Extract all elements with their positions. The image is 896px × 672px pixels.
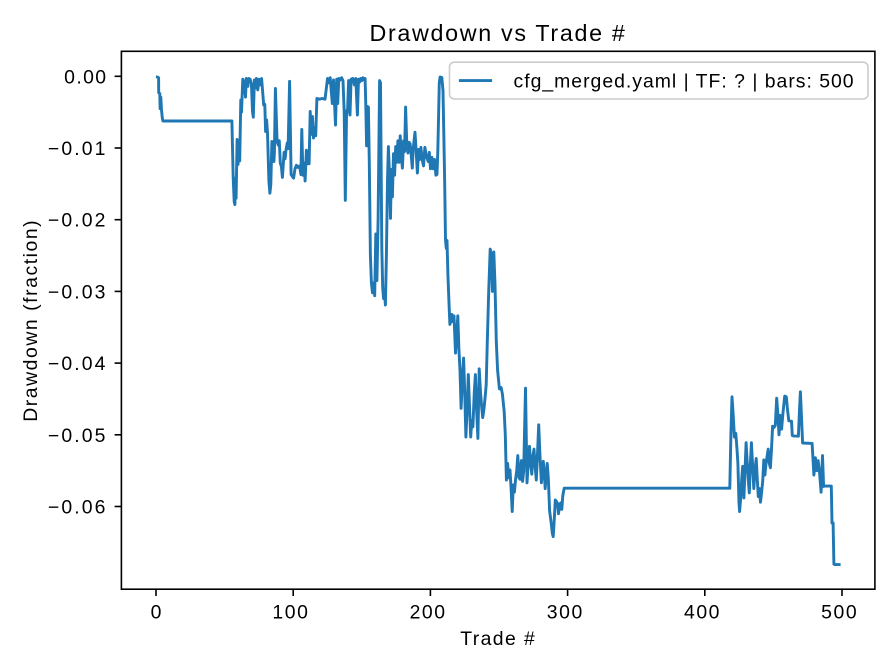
svg-text:Drawdown vs Trade #: Drawdown vs Trade # bbox=[369, 20, 626, 46]
svg-text:cfg_merged.yaml | TF: ? | bars: cfg_merged.yaml | TF: ? | bars: 500 bbox=[514, 70, 855, 92]
svg-text:100: 100 bbox=[272, 602, 309, 624]
svg-text:500: 500 bbox=[821, 602, 858, 624]
svg-text:0.00: 0.00 bbox=[64, 66, 107, 88]
svg-text:0: 0 bbox=[151, 602, 162, 624]
svg-text:−0.01: −0.01 bbox=[48, 138, 108, 160]
svg-text:300: 300 bbox=[547, 602, 584, 624]
svg-text:−0.06: −0.06 bbox=[48, 497, 108, 519]
svg-text:−0.05: −0.05 bbox=[48, 425, 108, 447]
svg-text:−0.04: −0.04 bbox=[48, 353, 108, 375]
svg-text:200: 200 bbox=[410, 602, 447, 624]
svg-text:−0.03: −0.03 bbox=[48, 281, 108, 303]
svg-text:Drawdown (fraction): Drawdown (fraction) bbox=[20, 219, 42, 422]
svg-text:−0.02: −0.02 bbox=[48, 210, 108, 232]
svg-text:Trade #: Trade # bbox=[460, 628, 536, 650]
svg-text:400: 400 bbox=[684, 602, 721, 624]
